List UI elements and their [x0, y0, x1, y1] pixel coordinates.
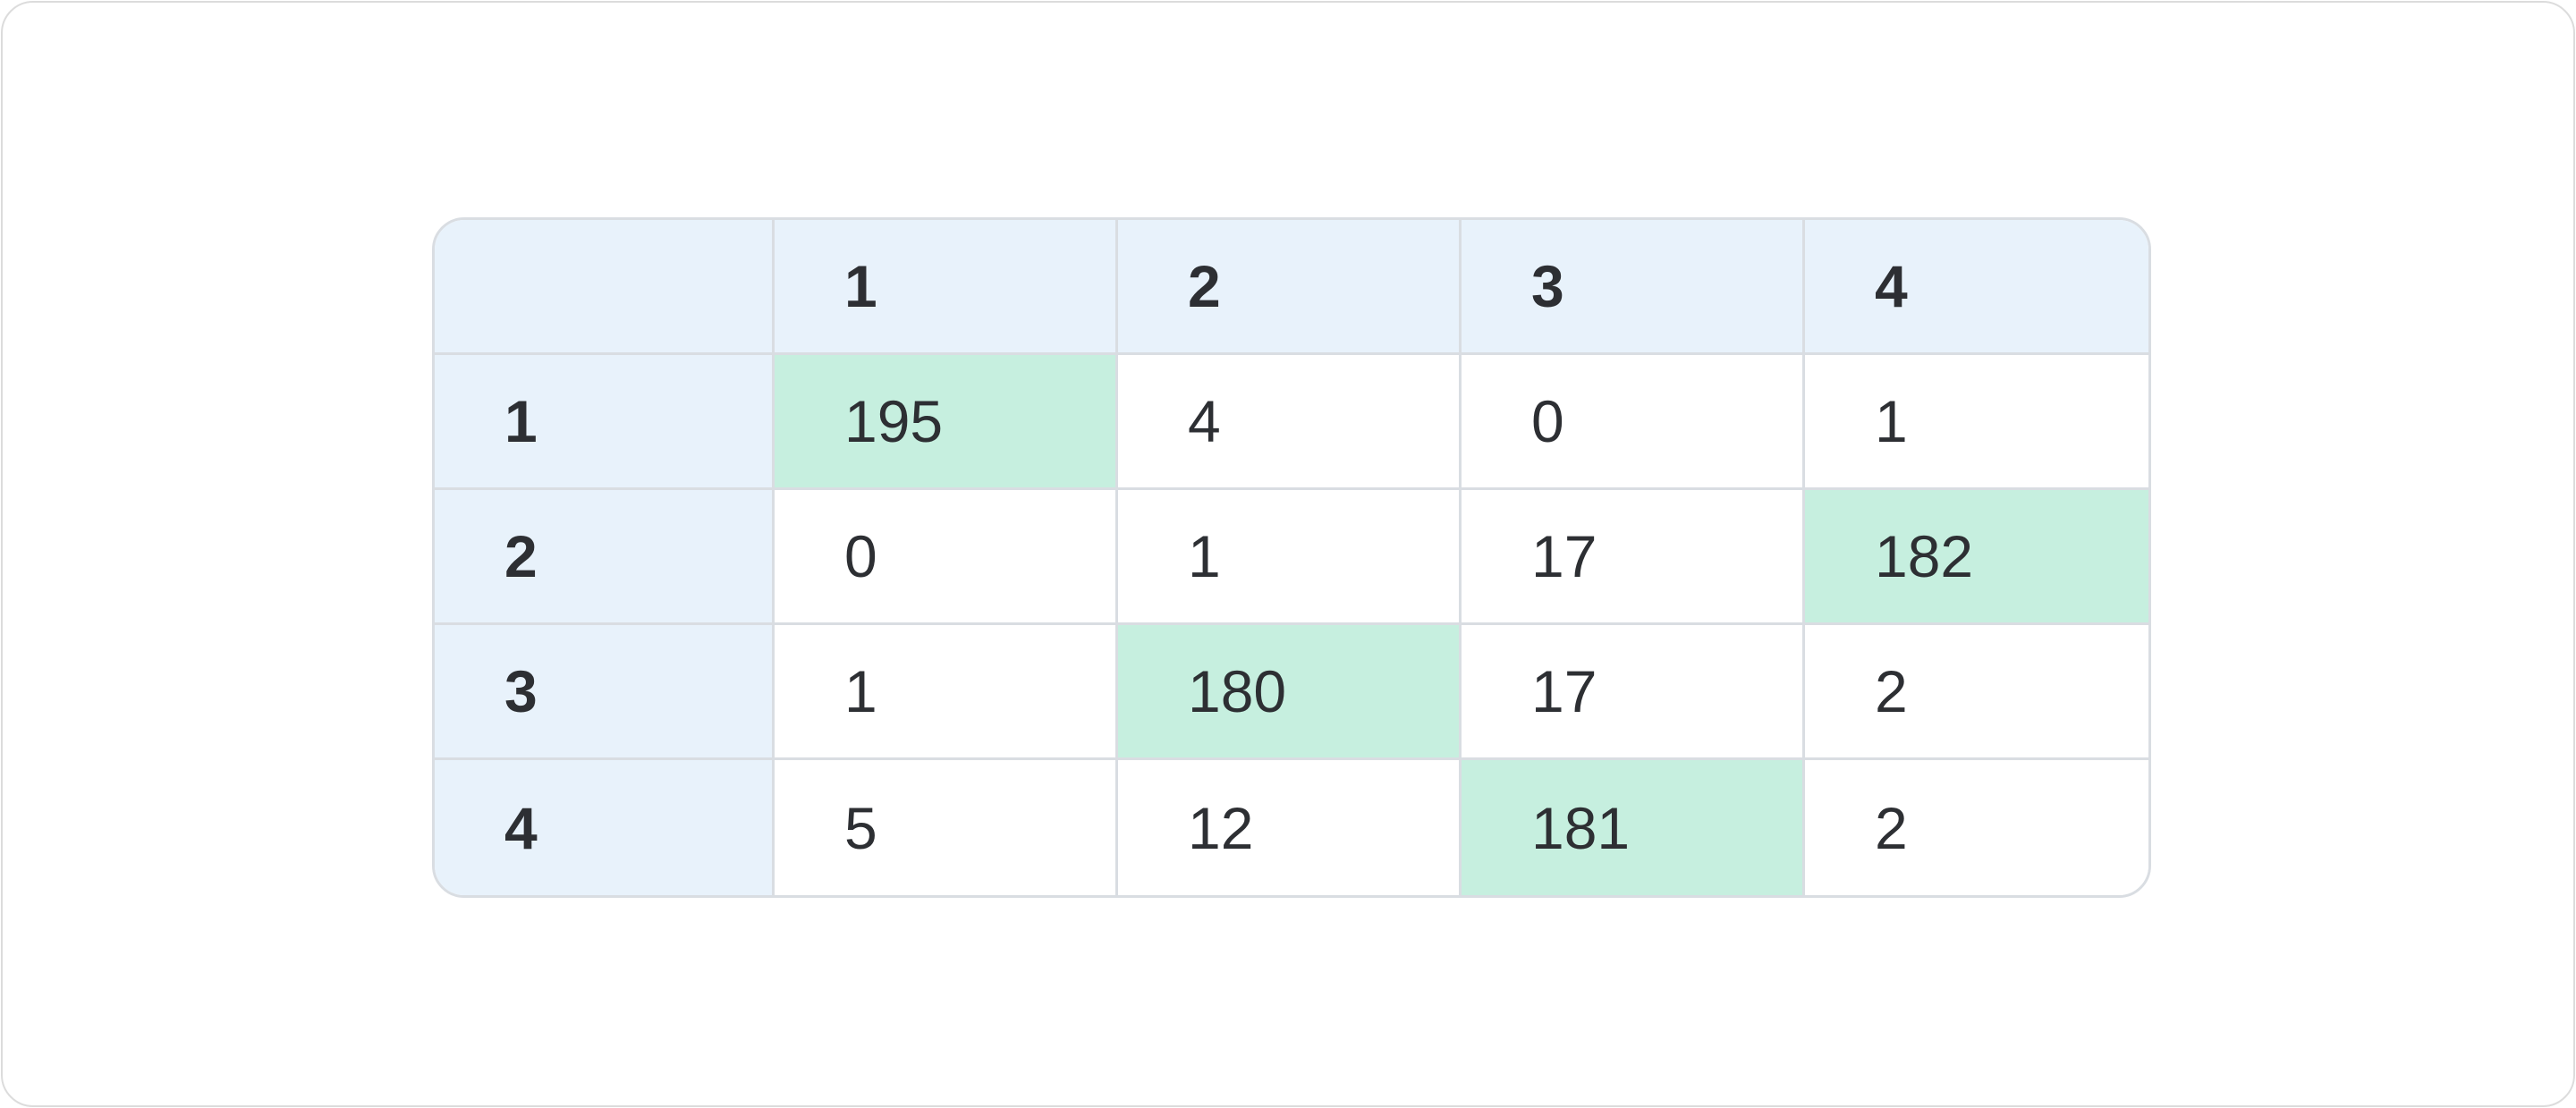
table-cell: 2 [1805, 625, 2148, 760]
table-row: 1 195 4 0 1 [435, 355, 2148, 490]
table-cell: 180 [1118, 625, 1462, 760]
column-header: 4 [1805, 220, 2148, 355]
table-cell: 4 [1118, 355, 1462, 490]
table-cell: 181 [1462, 760, 1805, 895]
row-header: 4 [435, 760, 775, 895]
column-header: 3 [1462, 220, 1805, 355]
data-table: 1 2 3 4 1 195 4 0 1 2 0 1 17 182 3 1 180 17 2 4 5 12 181 2 [432, 217, 2151, 898]
table-cell: 2 [1805, 760, 2148, 895]
row-header: 1 [435, 355, 775, 490]
row-header: 2 [435, 490, 775, 625]
table-cell: 17 [1462, 625, 1805, 760]
table-cell: 17 [1462, 490, 1805, 625]
table-cell: 0 [775, 490, 1118, 625]
row-header: 3 [435, 625, 775, 760]
table-cell: 0 [1462, 355, 1805, 490]
table-cell: 195 [775, 355, 1118, 490]
table-row: 3 1 180 17 2 [435, 625, 2148, 760]
table-row: 2 0 1 17 182 [435, 490, 2148, 625]
column-header: 1 [775, 220, 1118, 355]
corner-cell [435, 220, 775, 355]
table-cell: 1 [775, 625, 1118, 760]
table-cell: 182 [1805, 490, 2148, 625]
column-header: 2 [1118, 220, 1462, 355]
table-cell: 1 [1118, 490, 1462, 625]
table-row: 4 5 12 181 2 [435, 760, 2148, 895]
table-cell: 12 [1118, 760, 1462, 895]
table-cell: 1 [1805, 355, 2148, 490]
table-cell: 5 [775, 760, 1118, 895]
